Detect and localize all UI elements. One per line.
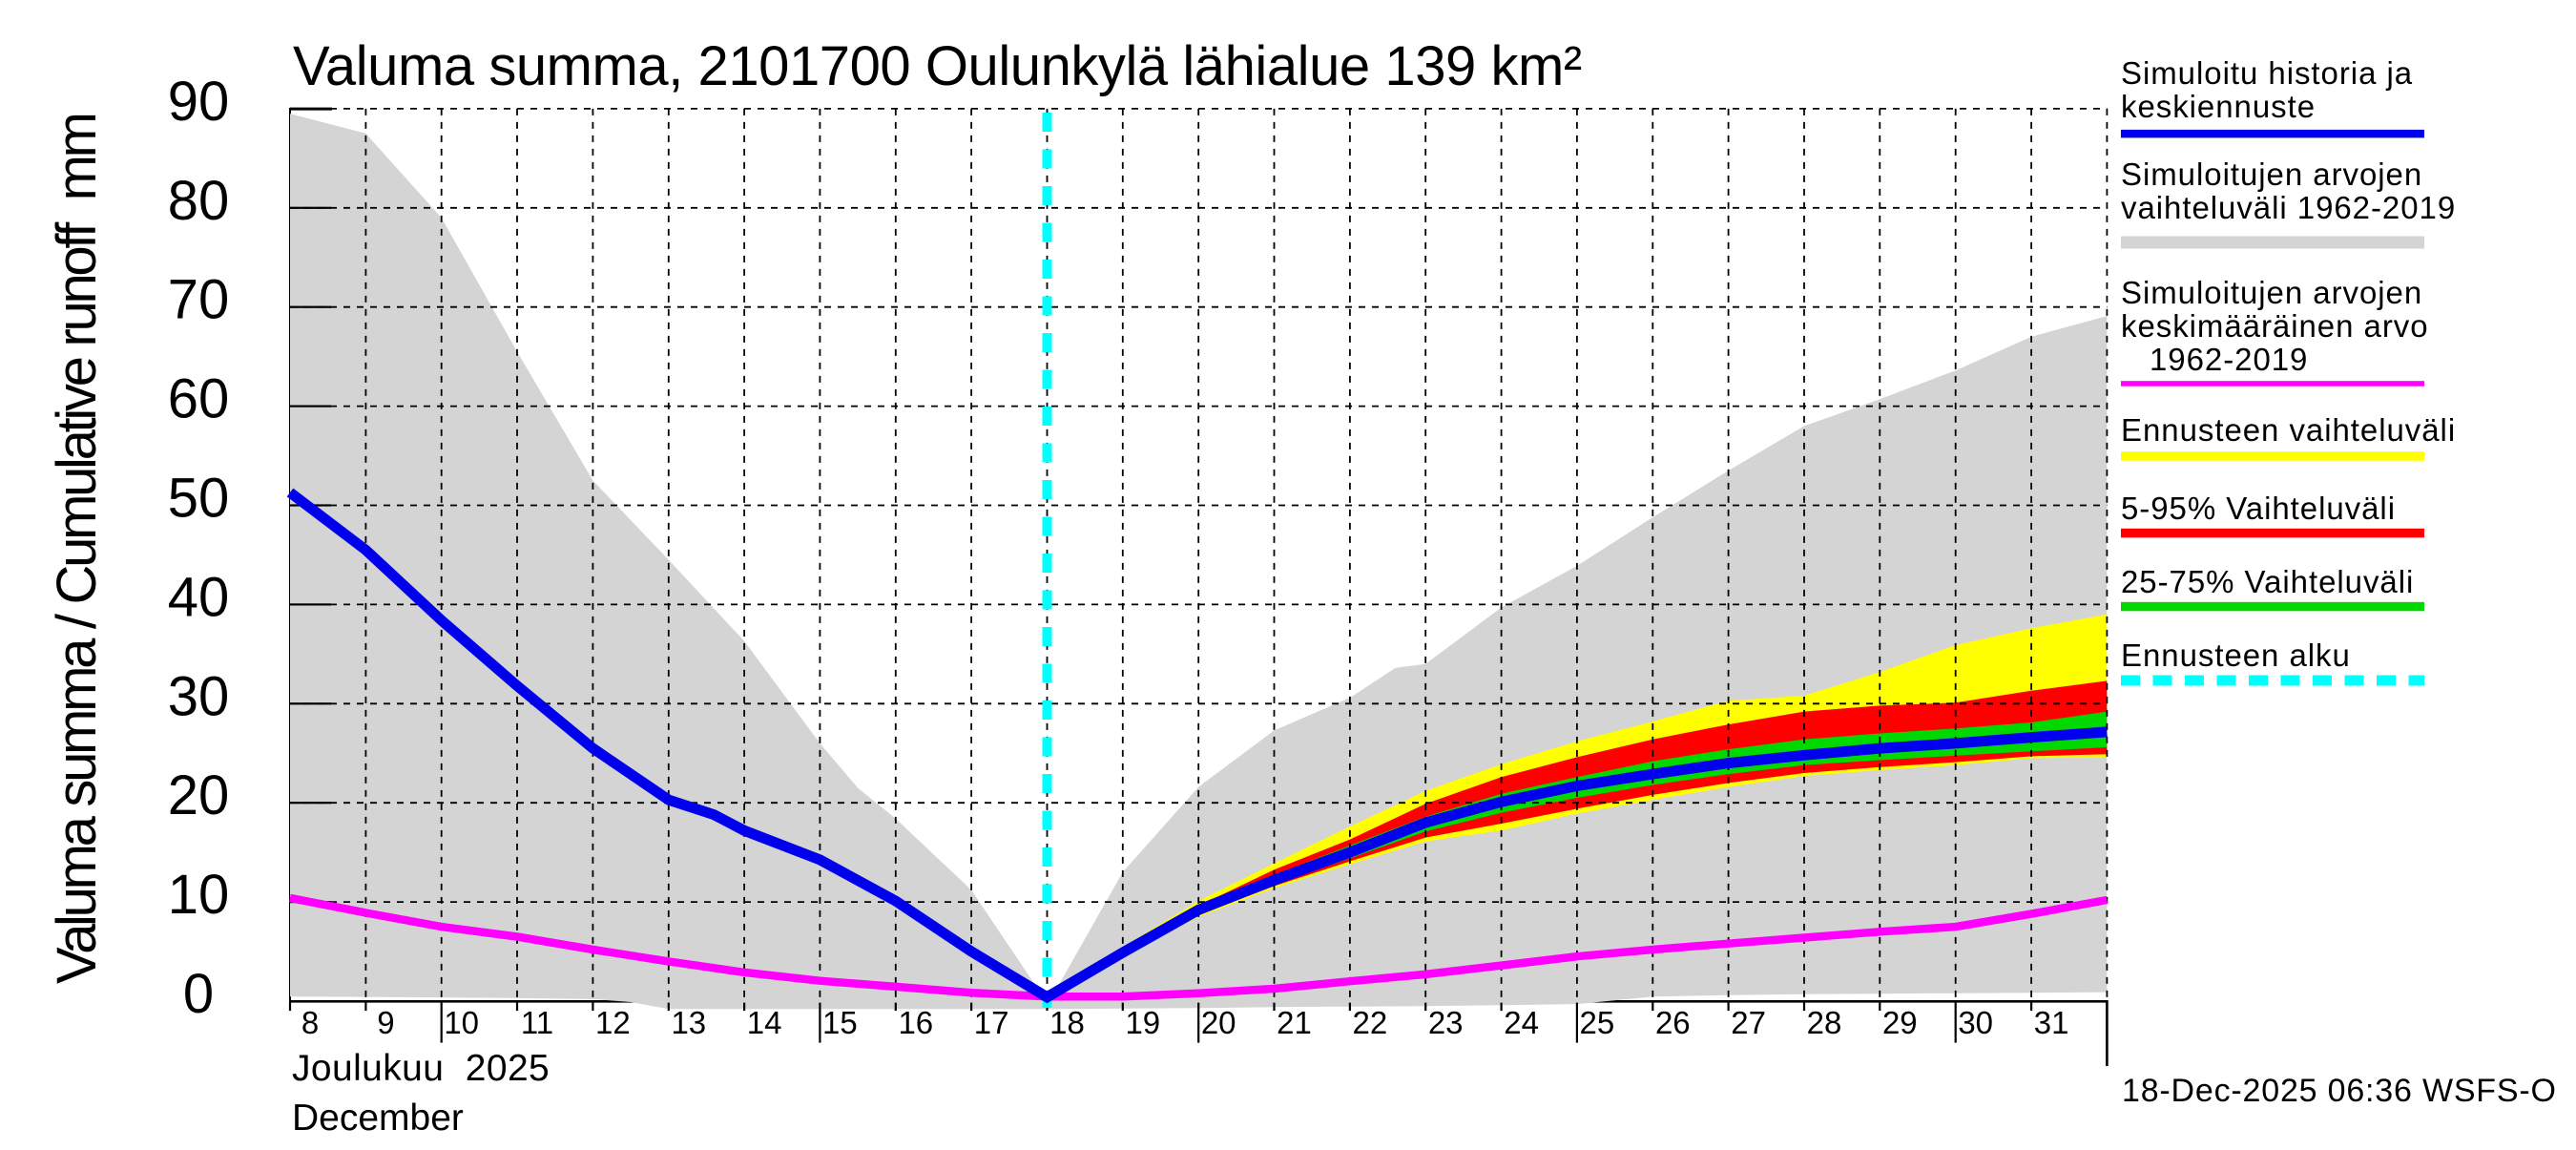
svg-text:Valuma summa / Cumulative runo: Valuma summa / Cumulative runoff mm: [46, 112, 108, 984]
svg-text:Ennusteen alku: Ennusteen alku: [2121, 638, 2351, 673]
svg-text:13: 13: [671, 1005, 706, 1040]
svg-text:21: 21: [1277, 1005, 1312, 1040]
svg-text:Simuloitujen arvojen: Simuloitujen arvojen: [2121, 275, 2422, 310]
svg-text:December: December: [292, 1098, 464, 1139]
svg-text:12: 12: [595, 1005, 631, 1040]
svg-text:15: 15: [822, 1005, 858, 1040]
svg-text:26: 26: [1655, 1005, 1691, 1040]
svg-text:keskimääräinen arvo: keskimääräinen arvo: [2121, 308, 2429, 344]
svg-text:10: 10: [444, 1005, 479, 1040]
svg-text:Joulukuu 2025: Joulukuu 2025: [292, 1048, 550, 1089]
svg-text:8: 8: [301, 1005, 319, 1040]
svg-text:25-75% Vaihteluväli: 25-75% Vaihteluväli: [2121, 564, 2414, 599]
svg-text:30: 30: [1958, 1005, 1993, 1040]
svg-text:70: 70: [168, 269, 230, 331]
svg-text:18-Dec-2025 06:36 WSFS-O: 18-Dec-2025 06:36 WSFS-O: [2122, 1073, 2557, 1109]
svg-text:5-95% Vaihteluväli: 5-95% Vaihteluväli: [2121, 491, 2396, 526]
svg-text:29: 29: [1882, 1005, 1918, 1040]
svg-text:28: 28: [1807, 1005, 1842, 1040]
svg-text:30: 30: [168, 665, 230, 727]
svg-text:Valuma summa, 2101700 Oulunkyl: Valuma summa, 2101700 Oulunkylä lähialue…: [293, 35, 1582, 97]
svg-text:20: 20: [168, 764, 230, 826]
svg-text:20: 20: [1201, 1005, 1236, 1040]
svg-text:Simuloitu historia ja: Simuloitu historia ja: [2121, 55, 2413, 91]
svg-text:90: 90: [168, 71, 230, 133]
svg-text:17: 17: [974, 1005, 1009, 1040]
svg-text:50: 50: [168, 468, 230, 530]
svg-text:Simuloitujen arvojen: Simuloitujen arvojen: [2121, 157, 2422, 192]
svg-text:24: 24: [1504, 1005, 1539, 1040]
svg-text:14: 14: [747, 1005, 782, 1040]
svg-text:9: 9: [377, 1005, 394, 1040]
svg-text:23: 23: [1428, 1005, 1464, 1040]
svg-text:1962-2019: 1962-2019: [2150, 342, 2308, 377]
svg-text:16: 16: [898, 1005, 933, 1040]
svg-text:keskiennuste: keskiennuste: [2121, 89, 2316, 124]
svg-text:60: 60: [168, 368, 230, 430]
svg-text:11: 11: [521, 1005, 553, 1040]
svg-text:22: 22: [1353, 1005, 1388, 1040]
svg-text:0: 0: [183, 963, 214, 1025]
svg-text:27: 27: [1731, 1005, 1766, 1040]
svg-text:19: 19: [1125, 1005, 1160, 1040]
svg-text:40: 40: [168, 566, 230, 628]
svg-text:10: 10: [168, 864, 230, 926]
svg-text:18: 18: [1049, 1005, 1085, 1040]
svg-text:80: 80: [168, 170, 230, 232]
svg-text:31: 31: [2034, 1005, 2069, 1040]
svg-text:Ennusteen vaihteluväli: Ennusteen vaihteluväli: [2121, 412, 2456, 448]
svg-text:25: 25: [1580, 1005, 1615, 1040]
svg-text:vaihteluväli 1962-2019: vaihteluväli 1962-2019: [2121, 190, 2456, 225]
